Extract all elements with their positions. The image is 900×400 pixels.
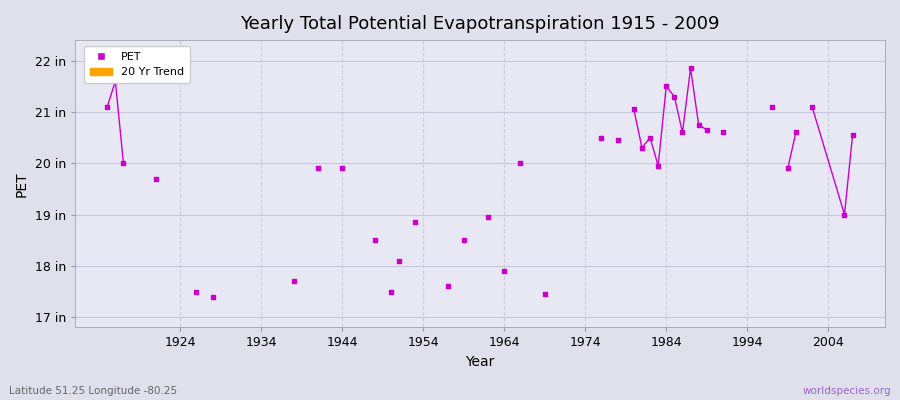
Point (100, 104, 114, 110)
Point (805, 104, 819, 110)
Point (610, 137, 625, 143)
Y-axis label: PET: PET (15, 171, 29, 196)
Point (335, 165, 349, 172)
Point (205, 294, 220, 300)
Point (845, 132, 859, 138)
Point (643, 134, 657, 141)
Point (116, 160, 130, 166)
Point (837, 211, 851, 218)
Point (367, 237, 382, 243)
Point (667, 93, 681, 100)
Point (408, 219, 422, 226)
Point (626, 106, 641, 112)
Point (108, 78, 122, 84)
X-axis label: Year: Year (465, 355, 495, 369)
Point (691, 122, 706, 128)
Point (310, 165, 325, 172)
Point (788, 129, 803, 136)
Point (537, 291, 552, 297)
Point (699, 127, 714, 133)
Point (659, 83, 673, 90)
Text: Latitude 51.25 Longitude -80.25: Latitude 51.25 Longitude -80.25 (9, 386, 177, 396)
Legend: PET, 20 Yr Trend: PET, 20 Yr Trend (85, 46, 190, 83)
Point (716, 129, 730, 136)
Point (513, 160, 527, 166)
Point (764, 104, 778, 110)
Point (286, 278, 301, 284)
Point (456, 237, 471, 243)
Title: Yearly Total Potential Evapotranspiration 1915 - 2009: Yearly Total Potential Evapotranspiratio… (240, 15, 720, 33)
Point (392, 258, 406, 264)
Point (683, 65, 698, 72)
Point (594, 134, 608, 141)
Point (481, 214, 495, 220)
Text: worldspecies.org: worldspecies.org (803, 386, 891, 396)
Point (383, 288, 398, 295)
Point (651, 163, 665, 169)
Point (497, 268, 511, 274)
Point (189, 288, 203, 295)
Point (440, 283, 454, 290)
Point (675, 129, 689, 136)
Point (634, 145, 649, 151)
Point (148, 176, 163, 182)
Point (780, 165, 795, 172)
